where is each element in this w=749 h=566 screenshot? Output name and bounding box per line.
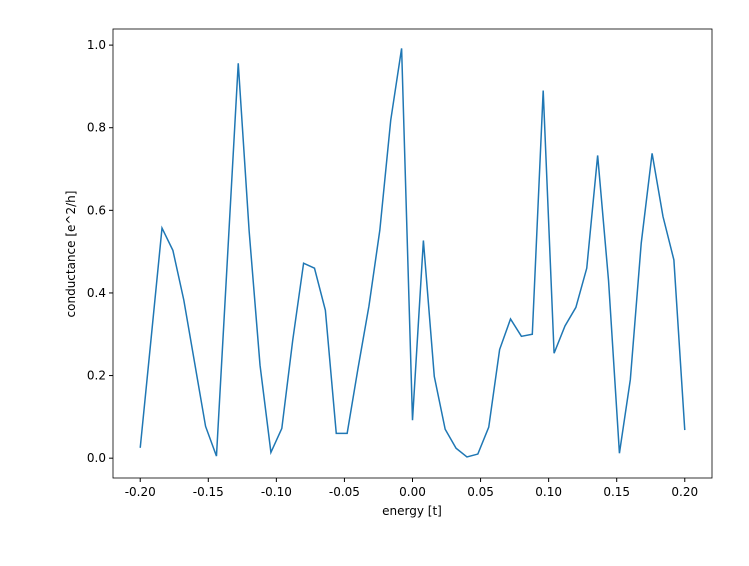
x-tick-label: 0.05: [467, 485, 494, 499]
x-tick-label: -0.05: [329, 485, 360, 499]
y-tick-label: 0.6: [87, 203, 106, 217]
x-tick-label: -0.15: [193, 485, 224, 499]
x-tick-label: 0.15: [603, 485, 630, 499]
x-tick-label: -0.10: [261, 485, 292, 499]
y-tick-label: 0.2: [87, 369, 106, 383]
y-tick-label: 1.0: [87, 38, 106, 52]
x-tick-label: -0.20: [125, 485, 156, 499]
x-tick-label: 0.20: [671, 485, 698, 499]
x-axis-label: energy [t]: [382, 504, 442, 518]
y-tick-label: 0.8: [87, 121, 106, 135]
plot-frame: [112, 28, 713, 479]
data-line: [139, 48, 686, 458]
y-tick-label: 0.4: [87, 286, 106, 300]
x-tick-label: 0.10: [535, 485, 562, 499]
x-tick-label: 0.00: [399, 485, 426, 499]
y-tick-label: 0.0: [87, 451, 106, 465]
y-axis-label: conductance [e^2/h]: [64, 191, 78, 318]
